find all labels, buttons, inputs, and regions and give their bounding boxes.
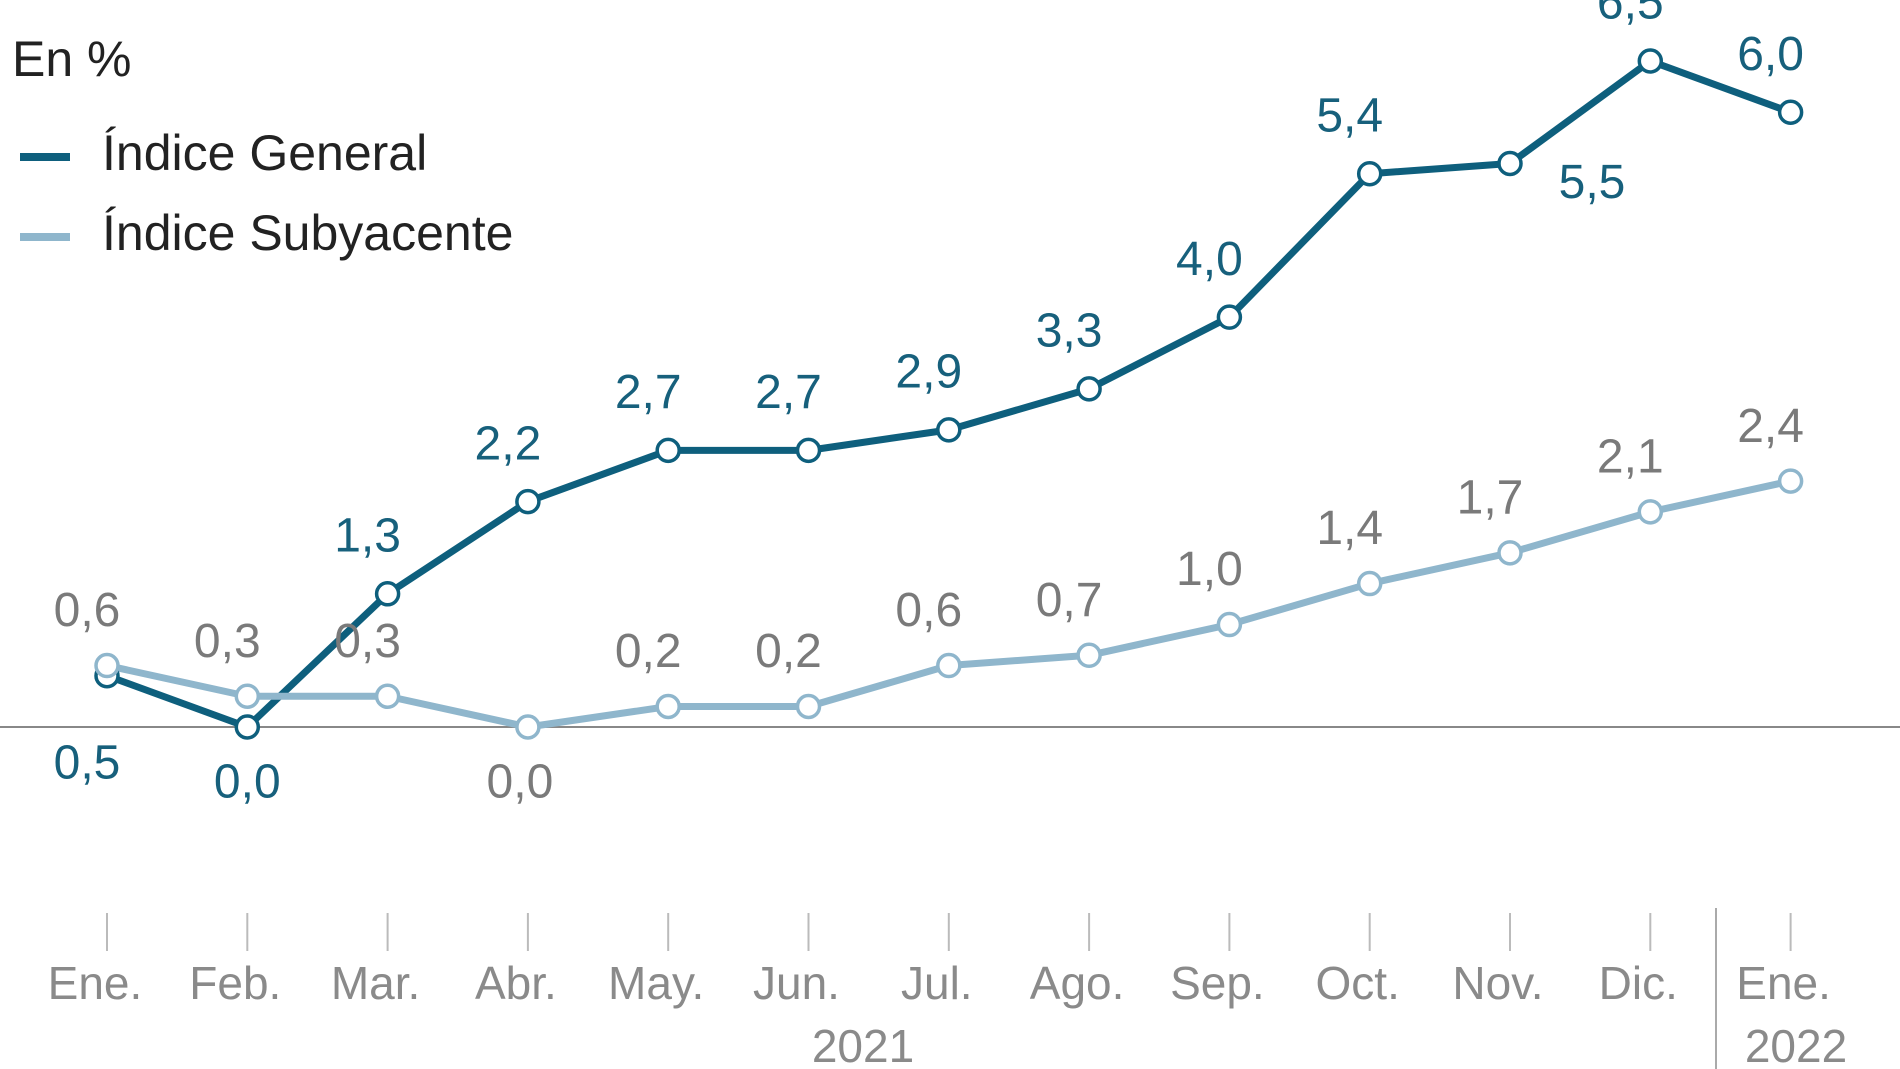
- x-tick-label: Feb.: [189, 957, 281, 1009]
- data-label: 0,2: [755, 625, 822, 678]
- data-point: [374, 581, 401, 607]
- data-point: [1076, 642, 1102, 669]
- year-label: 2021: [812, 1020, 914, 1069]
- data-point: [1497, 540, 1523, 566]
- data-label: 4,0: [1176, 233, 1243, 286]
- data-label: 0,6: [895, 584, 962, 637]
- data-point: [234, 714, 261, 740]
- data-label: 6,0: [1737, 28, 1804, 81]
- data-label: 1,4: [1316, 502, 1383, 555]
- data-label: 2,2: [475, 417, 542, 470]
- data-point: [936, 417, 962, 443]
- year-label: 2022: [1745, 1020, 1847, 1069]
- data-point: [1777, 468, 1804, 494]
- x-tick-label: Ene.: [48, 957, 143, 1009]
- data-label: 3,3: [1036, 305, 1103, 358]
- x-tick-label: May.: [608, 957, 704, 1009]
- legend-label: Índice Subyacente: [102, 205, 513, 261]
- legend-label: Índice General: [102, 125, 427, 181]
- data-point: [234, 683, 261, 710]
- data-label: 2,9: [895, 346, 962, 399]
- data-point: [1777, 99, 1804, 125]
- data-point: [515, 488, 541, 515]
- x-tick-label: Oct.: [1316, 957, 1400, 1009]
- data-point: [1356, 160, 1383, 187]
- x-tick-label: Jul.: [901, 957, 973, 1009]
- data-label: 1,0: [1176, 543, 1243, 596]
- x-tick-label: Abr.: [475, 957, 557, 1009]
- data-point: [94, 652, 120, 679]
- data-point: [795, 693, 822, 720]
- data-label: 2,7: [615, 366, 682, 419]
- data-point: [1497, 150, 1523, 177]
- data-point: [515, 714, 541, 740]
- x-tick-label: Jun.: [753, 957, 840, 1009]
- data-point: [1216, 611, 1243, 638]
- data-point: [1076, 376, 1102, 402]
- data-label: 0,0: [214, 756, 281, 809]
- data-point: [374, 683, 401, 710]
- data-point: [795, 437, 822, 464]
- data-point: [1356, 570, 1383, 597]
- x-tick-label: Sep.: [1170, 957, 1265, 1009]
- x-tick-label: Ago.: [1030, 957, 1125, 1009]
- data-point: [936, 652, 962, 679]
- data-point: [1216, 304, 1243, 330]
- x-tick-label: Dic.: [1599, 957, 1678, 1009]
- data-label: 0,2: [615, 625, 682, 678]
- data-label: 2,1: [1597, 431, 1664, 484]
- chart-title: En %: [12, 31, 132, 87]
- data-point: [1637, 499, 1664, 525]
- data-label: 1,7: [1457, 471, 1524, 524]
- data-point: [1637, 48, 1664, 74]
- data-label: 0,0: [487, 756, 554, 809]
- data-point: [655, 437, 681, 464]
- data-label: 0,3: [334, 615, 401, 668]
- data-label: 1,3: [334, 509, 401, 562]
- data-label: 0,7: [1036, 574, 1103, 627]
- data-label: 6,5: [1597, 0, 1664, 30]
- x-tick-label: Mar.: [331, 957, 420, 1009]
- data-label: 2,7: [755, 366, 822, 419]
- x-tick-label: Nov.: [1452, 957, 1543, 1009]
- data-label: 0,3: [194, 615, 261, 668]
- data-label: 5,4: [1316, 89, 1383, 142]
- data-label: 0,5: [54, 736, 121, 789]
- data-label: 0,6: [54, 584, 121, 637]
- data-label: 5,5: [1559, 156, 1626, 209]
- data-point: [655, 693, 681, 720]
- data-label: 2,4: [1737, 400, 1804, 453]
- x-tick-label: Ene.: [1736, 957, 1831, 1009]
